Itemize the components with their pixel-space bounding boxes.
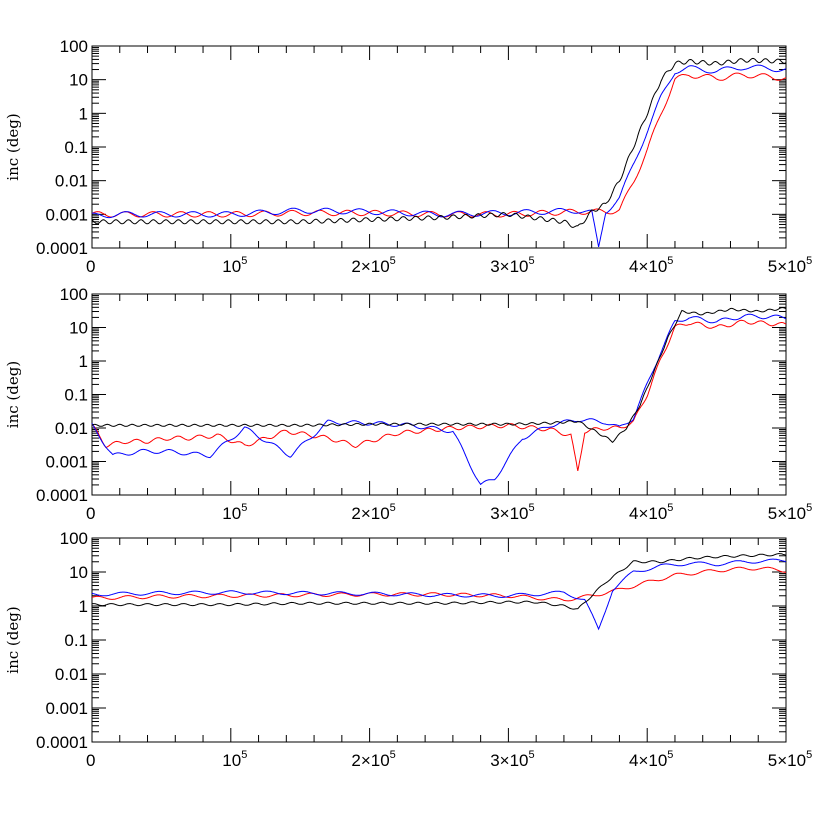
y-tick-label: 100 — [60, 529, 88, 548]
y-tick-label: 0.001 — [45, 453, 88, 472]
y-tick-label: 0.1 — [64, 386, 88, 405]
x-tick-label: 0 — [86, 751, 95, 770]
y-tick-label: 0.0001 — [36, 239, 88, 258]
series-line-red — [91, 319, 787, 471]
y-tick-label: 0.1 — [64, 138, 88, 157]
y-tick-label: 10 — [69, 71, 88, 90]
y-tick-label: 1 — [79, 352, 88, 371]
x-tick-label: 105 — [222, 749, 247, 770]
y-tick-label: 1 — [79, 104, 88, 123]
y-tick-label: 100 — [60, 285, 88, 304]
x-tick-label: 4×105 — [629, 749, 673, 770]
series-line-blue — [91, 64, 787, 248]
y-tick-label: 1 — [79, 597, 88, 616]
x-tick-label: 5×105 — [768, 502, 812, 523]
x-tick-label: 2×105 — [351, 502, 395, 523]
y-tick-label: 0.0001 — [36, 486, 88, 505]
y-tick-label: 0.001 — [45, 205, 88, 224]
x-tick-label: 4×105 — [629, 502, 673, 523]
series-line-blue — [91, 558, 787, 631]
series-line-black — [91, 57, 787, 228]
y-tick-label: 0.0001 — [36, 733, 88, 752]
panel-3: 0.0001 0.001 0.01 0.1 1 10 100 0 105 2×105 3×105 4×… — [4, 529, 812, 770]
series-line-red — [91, 566, 786, 602]
x-tick-label: 3×105 — [490, 502, 534, 523]
x-tick-label: 3×105 — [490, 255, 534, 276]
series-line-red — [91, 72, 787, 218]
y-tick-label: 0.01 — [55, 419, 88, 438]
y-tick-label: 10 — [69, 563, 88, 582]
plot-frame — [91, 537, 787, 743]
x-tick-label: 0 — [86, 504, 95, 523]
panel-1: 0.0001 0.001 0.01 0.1 1 10 100 0 105 2×105 3×105 4×… — [4, 37, 812, 276]
x-tick-label: 4×105 — [629, 255, 673, 276]
y-tick-label: 0.1 — [64, 631, 88, 650]
x-tick-label: 5×105 — [768, 255, 812, 276]
x-tick-label: 105 — [222, 255, 247, 276]
series-line-blue — [91, 313, 787, 486]
x-tick-label: 2×105 — [351, 749, 395, 770]
series-line-black — [91, 553, 787, 610]
series-line-black — [91, 307, 787, 443]
y-axis-label: inc (deg) — [4, 113, 22, 180]
y-tick-label: 0.01 — [55, 665, 88, 684]
x-tick-label: 2×105 — [351, 255, 395, 276]
y-tick-label: 0.001 — [45, 699, 88, 718]
x-tick-label: 0 — [86, 257, 95, 276]
x-tick-label: 105 — [222, 502, 247, 523]
panel-2: 0.0001 0.001 0.01 0.1 1 10 100 0 105 2×105 3×105 4×… — [4, 285, 812, 523]
plot-frame — [91, 45, 787, 249]
y-axis-label: inc (deg) — [4, 361, 22, 428]
y-tick-label: 10 — [69, 319, 88, 338]
y-tick-label: 0.01 — [55, 172, 88, 191]
y-tick-label: 100 — [60, 37, 88, 56]
x-tick-label: 3×105 — [490, 749, 534, 770]
x-tick-label: 5×105 — [768, 749, 812, 770]
y-axis-label: inc (deg) — [4, 606, 22, 673]
